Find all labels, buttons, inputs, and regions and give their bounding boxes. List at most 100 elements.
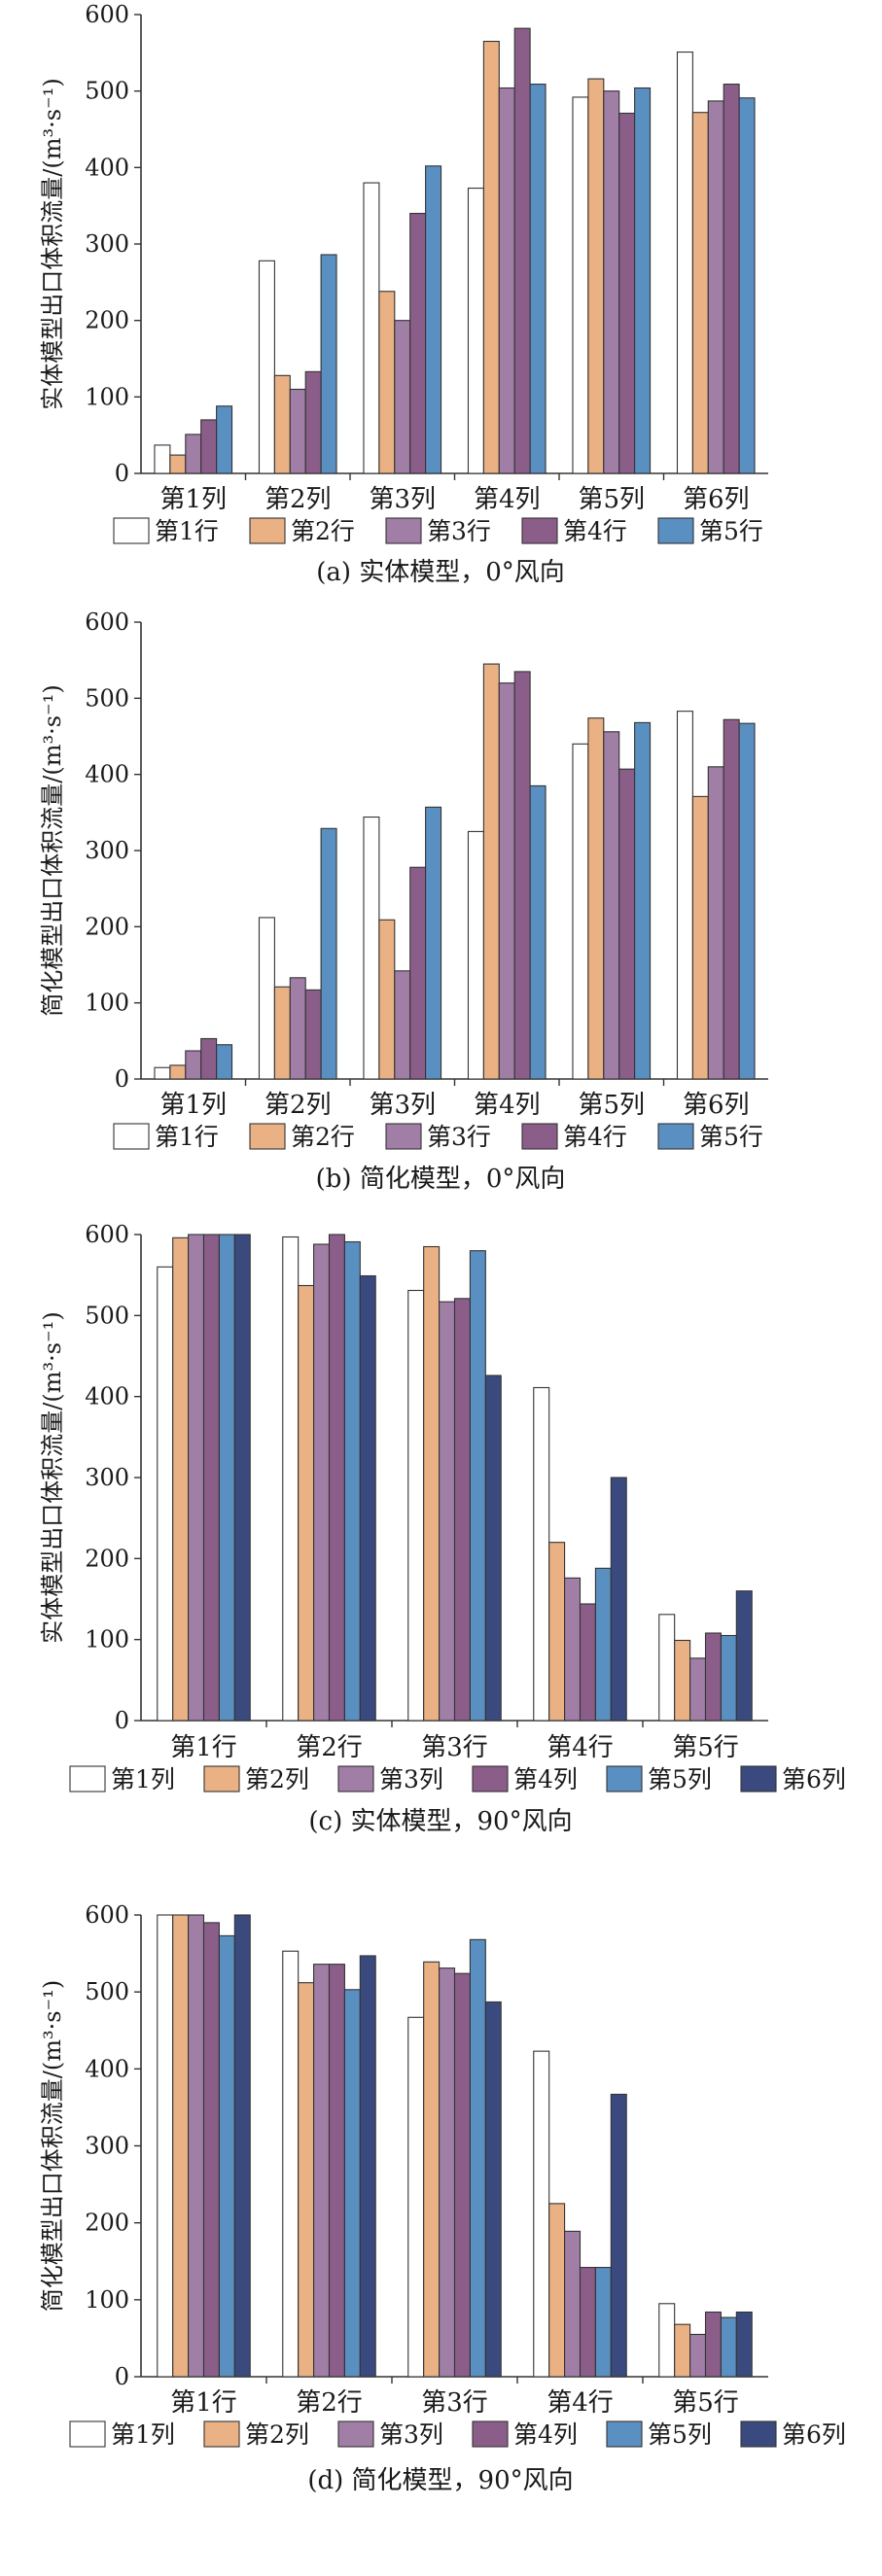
x-tick-label: 第5行 bbox=[672, 2388, 739, 2418]
bar-5-4 bbox=[704, 1632, 722, 1722]
legend-swatch bbox=[249, 1123, 286, 1150]
x-tick-label: 第1行 bbox=[170, 1733, 237, 1762]
y-tick-label: 600 bbox=[85, 1221, 129, 1248]
y-tick-label: 400 bbox=[85, 154, 129, 181]
bar-2-3 bbox=[313, 1964, 331, 2378]
bar-3-5 bbox=[469, 1938, 486, 2378]
bar-2-1 bbox=[258, 260, 275, 474]
bar-5-4 bbox=[618, 768, 636, 1080]
x-tick-label: 第4列 bbox=[474, 1091, 541, 1120]
bar-1-3 bbox=[185, 434, 202, 474]
bar-3-2 bbox=[378, 291, 396, 474]
bar-1-4 bbox=[200, 1037, 218, 1080]
legend-swatch bbox=[740, 2420, 777, 2448]
bar-5-2 bbox=[587, 717, 605, 1080]
bar-1-6 bbox=[233, 1914, 251, 2378]
bar-2-3 bbox=[313, 1243, 331, 1722]
chart-panel-3: 0 100 200 300 400 500 600 实体模型出口体积流量/(m³·s⁻¹) 第1… bbox=[39, 1221, 846, 1836]
bar-6-4 bbox=[723, 84, 740, 474]
bar-5-1 bbox=[572, 96, 589, 474]
bar-2-2 bbox=[273, 986, 291, 1080]
y-tick-label: 500 bbox=[85, 1978, 129, 2005]
x-tick-label: 第6列 bbox=[683, 485, 750, 514]
bar-4-4 bbox=[513, 27, 531, 474]
legend-swatch bbox=[657, 1123, 694, 1150]
legend-label: 第4列 bbox=[513, 2420, 578, 2449]
bar-1-2 bbox=[169, 1064, 187, 1080]
bar-1-4 bbox=[202, 1922, 220, 2378]
legend-label: 第1列 bbox=[111, 2420, 175, 2449]
bar-5-3 bbox=[603, 90, 620, 474]
bar-4-4 bbox=[579, 2267, 596, 2378]
x-tick-label: 第3列 bbox=[369, 485, 436, 514]
bar-6-1 bbox=[676, 51, 693, 474]
y-axis-label: 简化模型出口体积流量/(m³·s⁻¹) bbox=[39, 1980, 66, 2312]
bar-3-6 bbox=[484, 1375, 502, 1722]
bar-5-5 bbox=[720, 1634, 737, 1722]
y-axis-label: 实体模型出口体积流量/(m³·s⁻¹) bbox=[39, 1311, 66, 1643]
x-tick-label: 第1列 bbox=[159, 1091, 227, 1120]
y-tick-label: 600 bbox=[85, 1, 129, 28]
bar-3-5 bbox=[425, 165, 442, 474]
legend-swatch bbox=[385, 1123, 422, 1150]
chart-panel-2: 0 100 200 300 400 500 600 简化模型出口体积流量/(m³·s⁻¹) 第1… bbox=[39, 609, 768, 1194]
bar-1-5 bbox=[216, 405, 233, 474]
y-axis-label: 简化模型出口体积流量/(m³·s⁻¹) bbox=[39, 684, 66, 1016]
x-tick-label: 第3列 bbox=[369, 1091, 436, 1120]
x-tick-label: 第3行 bbox=[421, 1733, 488, 1762]
legend-label: 第6列 bbox=[782, 1765, 846, 1793]
legend-swatch bbox=[203, 2420, 240, 2448]
legend-label: 第1行 bbox=[155, 517, 219, 545]
bar-1-4 bbox=[202, 1234, 220, 1722]
x-tick-label: 第1列 bbox=[159, 485, 227, 514]
bar-2-6 bbox=[359, 1274, 376, 1722]
legend-label: 第4行 bbox=[563, 517, 627, 545]
x-tick-label: 第2行 bbox=[296, 2388, 363, 2418]
bar-2-1 bbox=[282, 1950, 300, 2378]
bar-1-2 bbox=[172, 1236, 190, 1722]
legend-swatch bbox=[657, 517, 694, 544]
bar-3-1 bbox=[407, 1289, 425, 1722]
bar-1-4 bbox=[200, 419, 218, 474]
bar-3-1 bbox=[407, 2016, 425, 2378]
bar-3-1 bbox=[363, 816, 380, 1080]
bar-4-5 bbox=[529, 784, 547, 1080]
legend-label: 第6列 bbox=[782, 2420, 846, 2449]
y-tick-label: 600 bbox=[85, 1901, 129, 1929]
legend-label: 第3列 bbox=[379, 1765, 443, 1793]
y-axis-label: 实体模型出口体积流量/(m³·s⁻¹) bbox=[39, 78, 66, 409]
bar-4-6 bbox=[610, 2093, 627, 2378]
legend-label: 第4列 bbox=[513, 1765, 578, 1793]
bar-3-3 bbox=[439, 1301, 456, 1722]
bar-1-1 bbox=[157, 1914, 174, 2378]
legend-label: 第2列 bbox=[245, 2420, 309, 2449]
bar-4-2 bbox=[482, 663, 500, 1080]
legend-swatch bbox=[337, 1765, 374, 1793]
bar-2-5 bbox=[343, 1989, 361, 2378]
bar-3-4 bbox=[409, 212, 427, 474]
y-tick-label: 300 bbox=[85, 230, 129, 258]
bar-5-2 bbox=[674, 2323, 691, 2378]
legend-swatch bbox=[113, 1123, 150, 1150]
legend-label: 第2列 bbox=[245, 1765, 309, 1793]
bar-2-4 bbox=[304, 989, 322, 1080]
bar-6-1 bbox=[676, 711, 693, 1080]
bar-4-3 bbox=[564, 1577, 582, 1722]
legend-swatch bbox=[521, 1123, 558, 1150]
bar-3-3 bbox=[439, 1967, 456, 2378]
bar-2-5 bbox=[320, 254, 337, 474]
chart-caption: (c) 实体模型，90°风向 bbox=[308, 1807, 572, 1836]
bar-2-6 bbox=[359, 1955, 376, 2378]
y-tick-label: 300 bbox=[85, 2133, 129, 2160]
bar-1-5 bbox=[218, 1234, 235, 1722]
bar-2-3 bbox=[289, 977, 306, 1080]
bar-2-5 bbox=[343, 1240, 361, 1722]
y-tick-label: 400 bbox=[85, 2055, 129, 2082]
bar-3-1 bbox=[363, 182, 380, 474]
bar-3-5 bbox=[425, 806, 442, 1080]
bar-5-5 bbox=[720, 2316, 737, 2378]
chart-panel-4: 0 100 200 300 400 500 600 简化模型出口体积流量/(m³·s⁻¹) 第1… bbox=[39, 1901, 846, 2495]
bar-1-3 bbox=[188, 1234, 205, 1722]
y-tick-label: 600 bbox=[85, 609, 129, 636]
bar-5-5 bbox=[634, 721, 652, 1080]
